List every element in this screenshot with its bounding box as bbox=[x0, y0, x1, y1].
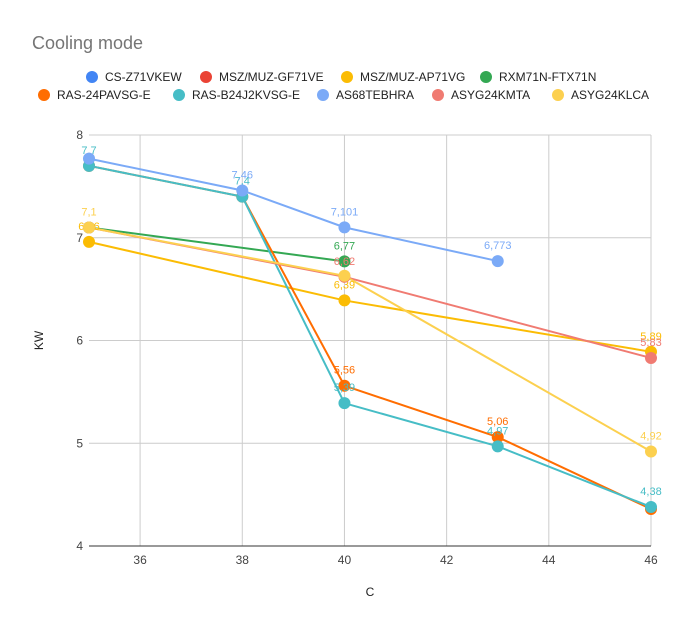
x-tick-label: 42 bbox=[440, 553, 454, 567]
legend-item: MSZ/MUZ-AP71VG bbox=[341, 69, 465, 85]
x-tick-label: 36 bbox=[133, 553, 147, 567]
data-point bbox=[83, 235, 95, 248]
data-point bbox=[645, 351, 657, 364]
legend-item: RAS-B24J2KVSG-E bbox=[173, 87, 300, 103]
data-label: 6,773 bbox=[484, 240, 512, 252]
data-label: 5,39 bbox=[334, 382, 355, 394]
data-point bbox=[236, 184, 249, 197]
data-point bbox=[491, 440, 504, 453]
legend-label: RAS-B24J2KVSG-E bbox=[192, 88, 301, 102]
data-label: 6,77 bbox=[334, 240, 355, 252]
data-label: 4,97 bbox=[487, 425, 508, 437]
legend-label: AS68TEBHRA bbox=[336, 88, 415, 102]
legend-label: ASYG24KMTA bbox=[451, 88, 531, 102]
legend-swatch bbox=[552, 89, 564, 101]
data-point bbox=[83, 221, 95, 234]
x-axis-title: C bbox=[366, 585, 375, 599]
x-tick-label: 40 bbox=[338, 553, 352, 567]
x-tick-label: 46 bbox=[644, 553, 658, 567]
legend-item: ASYG24KMTA bbox=[432, 87, 530, 103]
x-tick-label: 38 bbox=[236, 553, 250, 567]
data-label: 4,38 bbox=[640, 486, 661, 498]
legend-item: RAS-24PAVSG-E bbox=[38, 87, 151, 103]
series-line bbox=[88, 157, 498, 263]
data-point bbox=[338, 255, 351, 268]
data-label: 5,89 bbox=[640, 331, 661, 343]
data-label: 4,92 bbox=[640, 430, 661, 442]
legend-label: MSZ/MUZ-GF71VE bbox=[219, 70, 324, 84]
x-tick-label: 44 bbox=[542, 553, 556, 567]
data-point bbox=[338, 221, 351, 234]
legend-label: RAS-24PAVSG-E bbox=[57, 88, 151, 102]
data-point bbox=[338, 294, 351, 307]
data-point bbox=[491, 255, 504, 268]
data-label: 6,62 bbox=[334, 256, 355, 268]
legend-swatch bbox=[86, 71, 98, 83]
data-point bbox=[83, 152, 95, 165]
y-axis-title: KW bbox=[32, 330, 46, 350]
data-point bbox=[645, 445, 657, 458]
legend-label: CS-Z71VKEW bbox=[105, 70, 182, 84]
data-label: 5,56 bbox=[334, 365, 355, 377]
data-point bbox=[338, 379, 351, 392]
data-point bbox=[338, 269, 351, 282]
y-tick-label: 7 bbox=[76, 231, 83, 245]
data-label: 7,46 bbox=[232, 169, 253, 181]
chart-title: Cooling mode bbox=[32, 33, 144, 53]
data-label: 7,1 bbox=[81, 206, 96, 218]
series-line bbox=[88, 226, 345, 263]
legend-swatch bbox=[38, 89, 50, 101]
legend-item: ASYG24KLCA bbox=[552, 87, 649, 103]
legend-swatch bbox=[173, 89, 185, 101]
y-tick-label: 8 bbox=[76, 128, 83, 142]
legend-label: ASYG24KLCA bbox=[571, 88, 650, 102]
data-label: 5,06 bbox=[487, 416, 508, 428]
data-label: 6,39 bbox=[334, 279, 355, 291]
data-label: 5,83 bbox=[640, 337, 661, 349]
y-tick-label: 6 bbox=[76, 334, 83, 348]
data-label: 7,4 bbox=[235, 176, 250, 188]
y-tick-label: 4 bbox=[76, 539, 83, 553]
legend-label: MSZ/MUZ-AP71VG bbox=[360, 70, 466, 84]
legend-item: MSZ/MUZ-GF71VE bbox=[200, 69, 324, 85]
legend-swatch bbox=[341, 71, 353, 83]
legend-swatch bbox=[317, 89, 329, 101]
data-label: 7,101 bbox=[331, 206, 359, 218]
legend-item: RXM71N-FTX71N bbox=[480, 69, 596, 85]
legend-swatch bbox=[200, 71, 212, 83]
legend-item: CS-Z71VKEW bbox=[86, 69, 182, 85]
data-point bbox=[338, 397, 351, 410]
data-point bbox=[491, 431, 504, 444]
data-label: 7,7 bbox=[81, 145, 96, 157]
legend-item: AS68TEBHRA bbox=[317, 87, 414, 103]
legend-swatch bbox=[480, 71, 492, 83]
legend-label: RXM71N-FTX71N bbox=[499, 70, 597, 84]
legend-swatch bbox=[432, 89, 444, 101]
data-point bbox=[645, 500, 657, 513]
y-tick-label: 5 bbox=[76, 436, 83, 450]
